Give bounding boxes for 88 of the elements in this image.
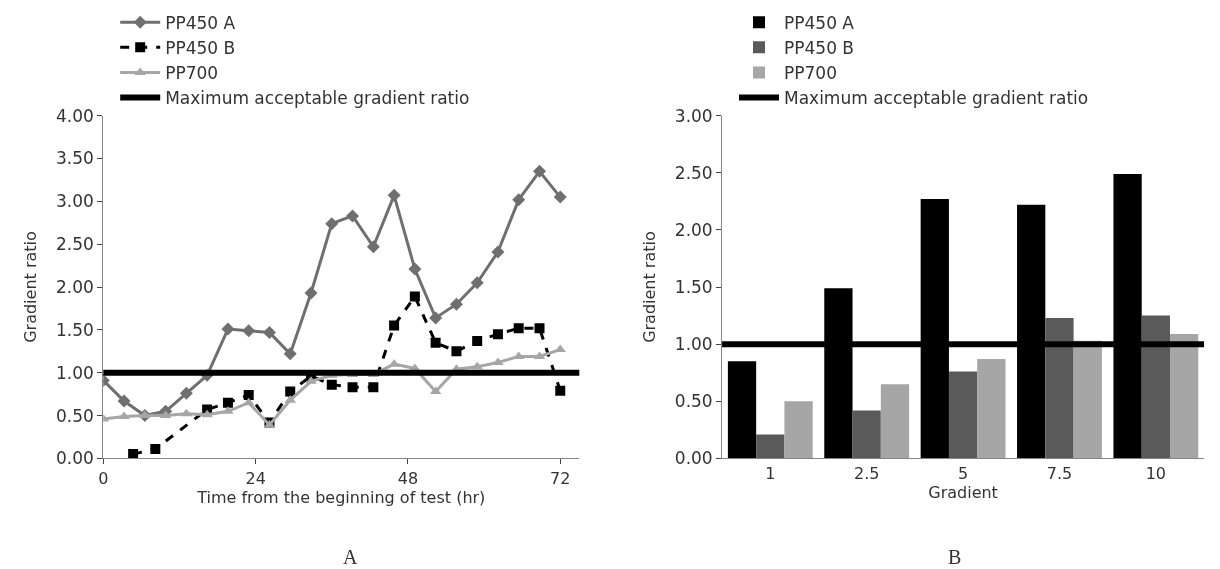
point [408, 262, 422, 276]
point [430, 337, 441, 348]
legend-label: PP450 A [784, 12, 855, 33]
bar [784, 401, 813, 459]
point [389, 320, 400, 331]
bar [727, 361, 757, 459]
bar [880, 384, 910, 459]
point [449, 297, 463, 311]
point [472, 336, 483, 347]
point [346, 209, 360, 223]
bar [1169, 333, 1199, 459]
bar [948, 371, 978, 459]
x-tick-label: 1 [765, 463, 776, 483]
point [387, 188, 401, 202]
point [451, 346, 462, 357]
point [492, 329, 503, 340]
point [512, 193, 526, 207]
legend-label: Maximum acceptable gradient ratio [165, 88, 470, 109]
y-tick-label: 0.50 [674, 391, 713, 412]
point [366, 240, 380, 254]
point [285, 386, 296, 397]
point [513, 323, 524, 334]
y-tick-label: 0.50 [56, 405, 94, 426]
x-tick-label: 7.5 [1046, 463, 1073, 483]
legend-label: PP700 [165, 63, 219, 84]
y-tick-label: 1.50 [674, 276, 713, 297]
point [470, 276, 484, 290]
point [368, 382, 379, 393]
text: B [948, 546, 962, 568]
bar [1141, 315, 1170, 459]
y-tick-label: 0.00 [674, 448, 713, 469]
point [533, 164, 547, 178]
y-tick-label: 2.50 [56, 234, 94, 255]
y-tick-label: 1.00 [674, 334, 713, 355]
point [179, 386, 193, 400]
x-tick-label: 48 [397, 468, 419, 488]
y-tick-label: 1.50 [56, 319, 94, 340]
point [553, 190, 567, 204]
point [304, 286, 318, 300]
point [139, 410, 151, 419]
legend-label: PP700 [784, 63, 837, 84]
point [471, 361, 483, 370]
point [150, 443, 161, 454]
x-tick-label: 72 [550, 468, 571, 488]
point [221, 322, 235, 336]
x-axis-title: Time from the beginning of test (hr) [196, 487, 486, 507]
legend-label: PP450 A [165, 12, 236, 33]
point [534, 323, 545, 334]
x-tick-label: 0 [98, 468, 109, 488]
bar [977, 359, 1006, 459]
point [429, 311, 443, 325]
bar [1045, 317, 1074, 459]
point [117, 394, 131, 408]
bar [852, 410, 881, 459]
legend-label: Maximum acceptable gradient ratio [784, 88, 1089, 109]
x-tick-label: 5 [957, 463, 969, 483]
y-tick-label: 3.00 [674, 105, 713, 126]
point [491, 245, 505, 259]
point [326, 379, 337, 390]
point [325, 217, 339, 231]
point [283, 347, 297, 361]
bar [756, 434, 785, 459]
x-tick-label: 24 [245, 468, 266, 488]
point [242, 324, 256, 338]
point [128, 449, 139, 459]
point [201, 409, 213, 418]
legend-label: PP450 B [784, 37, 855, 58]
text: A [343, 546, 358, 568]
y-axis-title: Gradient ratio [639, 231, 659, 343]
x-tick-label: 2.5 [853, 463, 880, 483]
y-tick-label: 4.00 [56, 105, 94, 126]
point [262, 325, 276, 339]
y-tick-label: 1.00 [56, 362, 94, 383]
point [222, 397, 233, 408]
point [243, 390, 254, 400]
y-tick-label: 3.50 [56, 148, 94, 169]
legend-label: PP450 B [165, 37, 236, 58]
point [347, 382, 358, 393]
x-tick-label: 10 [1145, 463, 1167, 483]
y-tick-label: 2.50 [674, 162, 713, 183]
y-tick-label: 3.00 [56, 191, 94, 212]
point [555, 385, 566, 396]
y-axis-title: Gradient ratio [20, 231, 40, 343]
y-tick-label: 2.00 [56, 276, 94, 297]
y-tick-label: 2.00 [674, 219, 713, 240]
x-axis-title: Gradient [928, 482, 998, 502]
point [409, 291, 420, 302]
y-tick-label: 0.00 [56, 448, 94, 469]
